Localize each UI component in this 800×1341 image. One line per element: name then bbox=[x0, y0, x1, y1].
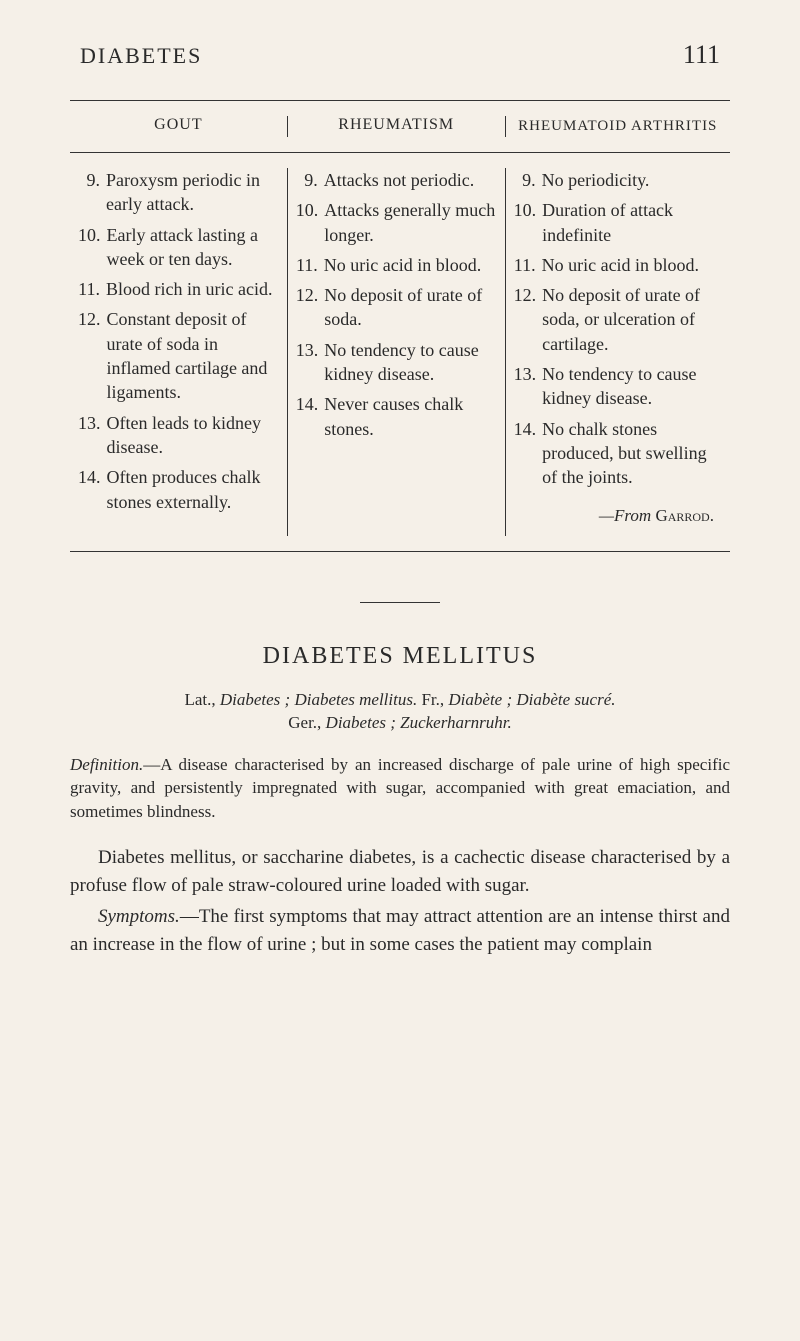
item-text: Often leads to kidney disease. bbox=[107, 411, 279, 460]
item-text: Early attack lasting a week or ten days. bbox=[107, 223, 279, 272]
table-row: 13. Often leads to kidney disease. bbox=[78, 411, 279, 460]
col-gout: 9. Paroxysm periodic in early attack. 10… bbox=[70, 168, 288, 536]
body-paragraph: Diabetes mellitus, or saccharine diabete… bbox=[70, 844, 730, 899]
item-number: 9. bbox=[514, 168, 542, 192]
item-number: 12. bbox=[296, 283, 325, 332]
item-number: 11. bbox=[78, 277, 106, 301]
german-names: Ger., Diabetes ; Zuckerharnruhr. bbox=[70, 713, 730, 733]
col-rheumatism: 9. Attacks not periodic. 10. Attacks gen… bbox=[288, 168, 506, 536]
ger-italic: Diabetes ; Zuckerharnruhr. bbox=[326, 713, 512, 732]
item-text: Often produces chalk stones externally. bbox=[107, 465, 279, 514]
section-separator bbox=[360, 602, 440, 603]
table-row: 12. No deposit of urate of soda, or ulce… bbox=[514, 283, 722, 356]
item-number: 10. bbox=[78, 223, 107, 272]
item-number: 13. bbox=[296, 338, 325, 387]
body-paragraph: Symptoms.—The first symptoms that may at… bbox=[70, 903, 730, 958]
page-header: DIABETES 111 bbox=[70, 40, 730, 70]
lat-prefix: Lat., bbox=[184, 690, 219, 709]
table-body: 9. Paroxysm periodic in early attack. 10… bbox=[70, 153, 730, 551]
item-text: Attacks not periodic. bbox=[324, 168, 497, 192]
col-header-text: RHEUMATOID ARTHRITIS bbox=[514, 116, 722, 137]
table-row: 13. No tendency to cause kidney disease. bbox=[514, 362, 722, 411]
table-row: 9. Paroxysm periodic in early attack. bbox=[78, 168, 279, 217]
col-rheumatoid: 9. No periodicity. 10. Duration of attac… bbox=[506, 168, 730, 536]
table-row: 9. No periodicity. bbox=[514, 168, 722, 192]
page-number: 111 bbox=[683, 40, 720, 70]
item-number: 12. bbox=[514, 283, 543, 356]
table-row: 10. Attacks generally much longer. bbox=[296, 198, 497, 247]
item-text: No periodicity. bbox=[542, 168, 722, 192]
item-text: No tendency to cause kidney disease. bbox=[542, 362, 722, 411]
item-number: 14. bbox=[296, 392, 325, 441]
ger-prefix: Ger., bbox=[288, 713, 325, 732]
item-text: No deposit of urate of soda, or ulcerati… bbox=[542, 283, 722, 356]
item-number: 9. bbox=[296, 168, 324, 192]
citation-prefix: —From bbox=[599, 506, 656, 525]
page-title: DIABETES bbox=[80, 43, 202, 69]
table-row: 10. Duration of attack indefinite bbox=[514, 198, 722, 247]
lat-italic: Diabète ; Diabète sucré. bbox=[448, 690, 615, 709]
symptoms-label: Symptoms. bbox=[98, 906, 180, 927]
item-number: 11. bbox=[296, 253, 324, 277]
item-text: No deposit of urate of soda. bbox=[324, 283, 496, 332]
lat-italic: Diabetes ; Diabetes mellitus. bbox=[220, 690, 417, 709]
item-text: No chalk stones produced, but swelling o… bbox=[542, 417, 722, 490]
col-header-rheumatism: RHEUMATISM bbox=[288, 116, 506, 137]
definition-label: Definition. bbox=[70, 755, 143, 774]
comparison-table: GOUT RHEUMATISM RHEUMATOID ARTHRITIS 9. … bbox=[70, 100, 730, 552]
item-text: Attacks generally much longer. bbox=[324, 198, 496, 247]
item-text: Duration of attack indefinite bbox=[542, 198, 722, 247]
table-row: 10. Early attack lasting a week or ten d… bbox=[78, 223, 279, 272]
item-number: 14. bbox=[514, 417, 543, 490]
table-row: 12. No deposit of urate of soda. bbox=[296, 283, 497, 332]
table-row: 11. Blood rich in uric acid. bbox=[78, 277, 279, 301]
item-text: No tendency to cause kidney disease. bbox=[324, 338, 496, 387]
col-header-text: GOUT bbox=[78, 116, 279, 134]
table-row: 12. Constant deposit of urate of soda in… bbox=[78, 307, 279, 404]
item-text: No uric acid in blood. bbox=[324, 253, 497, 277]
item-number: 13. bbox=[514, 362, 543, 411]
table-row: 9. Attacks not periodic. bbox=[296, 168, 497, 192]
col-header-gout: GOUT bbox=[70, 116, 288, 137]
item-number: 11. bbox=[514, 253, 542, 277]
table-row: 14. Never causes chalk stones. bbox=[296, 392, 497, 441]
table-citation: —From Garrod. bbox=[514, 496, 722, 536]
item-number: 10. bbox=[514, 198, 543, 247]
table-header-row: GOUT RHEUMATISM RHEUMATOID ARTHRITIS bbox=[70, 101, 730, 153]
item-text: Constant deposit of urate of soda in inf… bbox=[107, 307, 279, 404]
item-text: No uric acid in blood. bbox=[542, 253, 722, 277]
lat-mid: Fr., bbox=[417, 690, 448, 709]
table-row: 11. No uric acid in blood. bbox=[296, 253, 497, 277]
table-row: 14. Often produces chalk stones external… bbox=[78, 465, 279, 514]
item-text: Paroxysm periodic in early attack. bbox=[106, 168, 279, 217]
table-row: 11. No uric acid in blood. bbox=[514, 253, 722, 277]
latin-names: Lat., Diabetes ; Diabetes mellitus. Fr.,… bbox=[70, 690, 730, 710]
item-number: 13. bbox=[78, 411, 107, 460]
col-header-rheumatoid: RHEUMATOID ARTHRITIS bbox=[506, 116, 730, 137]
item-number: 9. bbox=[78, 168, 106, 217]
item-number: 14. bbox=[78, 465, 107, 514]
col-header-text: RHEUMATISM bbox=[296, 116, 497, 134]
item-text: Blood rich in uric acid. bbox=[106, 277, 279, 301]
section-title: DIABETES MELLITUS bbox=[70, 643, 730, 670]
table-row: 13. No tendency to cause kidney disease. bbox=[296, 338, 497, 387]
table-row: 14. No chalk stones produced, but swelli… bbox=[514, 417, 722, 490]
item-text: Never causes chalk stones. bbox=[324, 392, 496, 441]
citation-name: Garrod. bbox=[655, 506, 714, 525]
definition-text: —A disease characterised by an increased… bbox=[70, 755, 730, 822]
item-number: 12. bbox=[78, 307, 107, 404]
item-number: 10. bbox=[296, 198, 325, 247]
definition-paragraph: Definition.—A disease characterised by a… bbox=[70, 753, 730, 824]
